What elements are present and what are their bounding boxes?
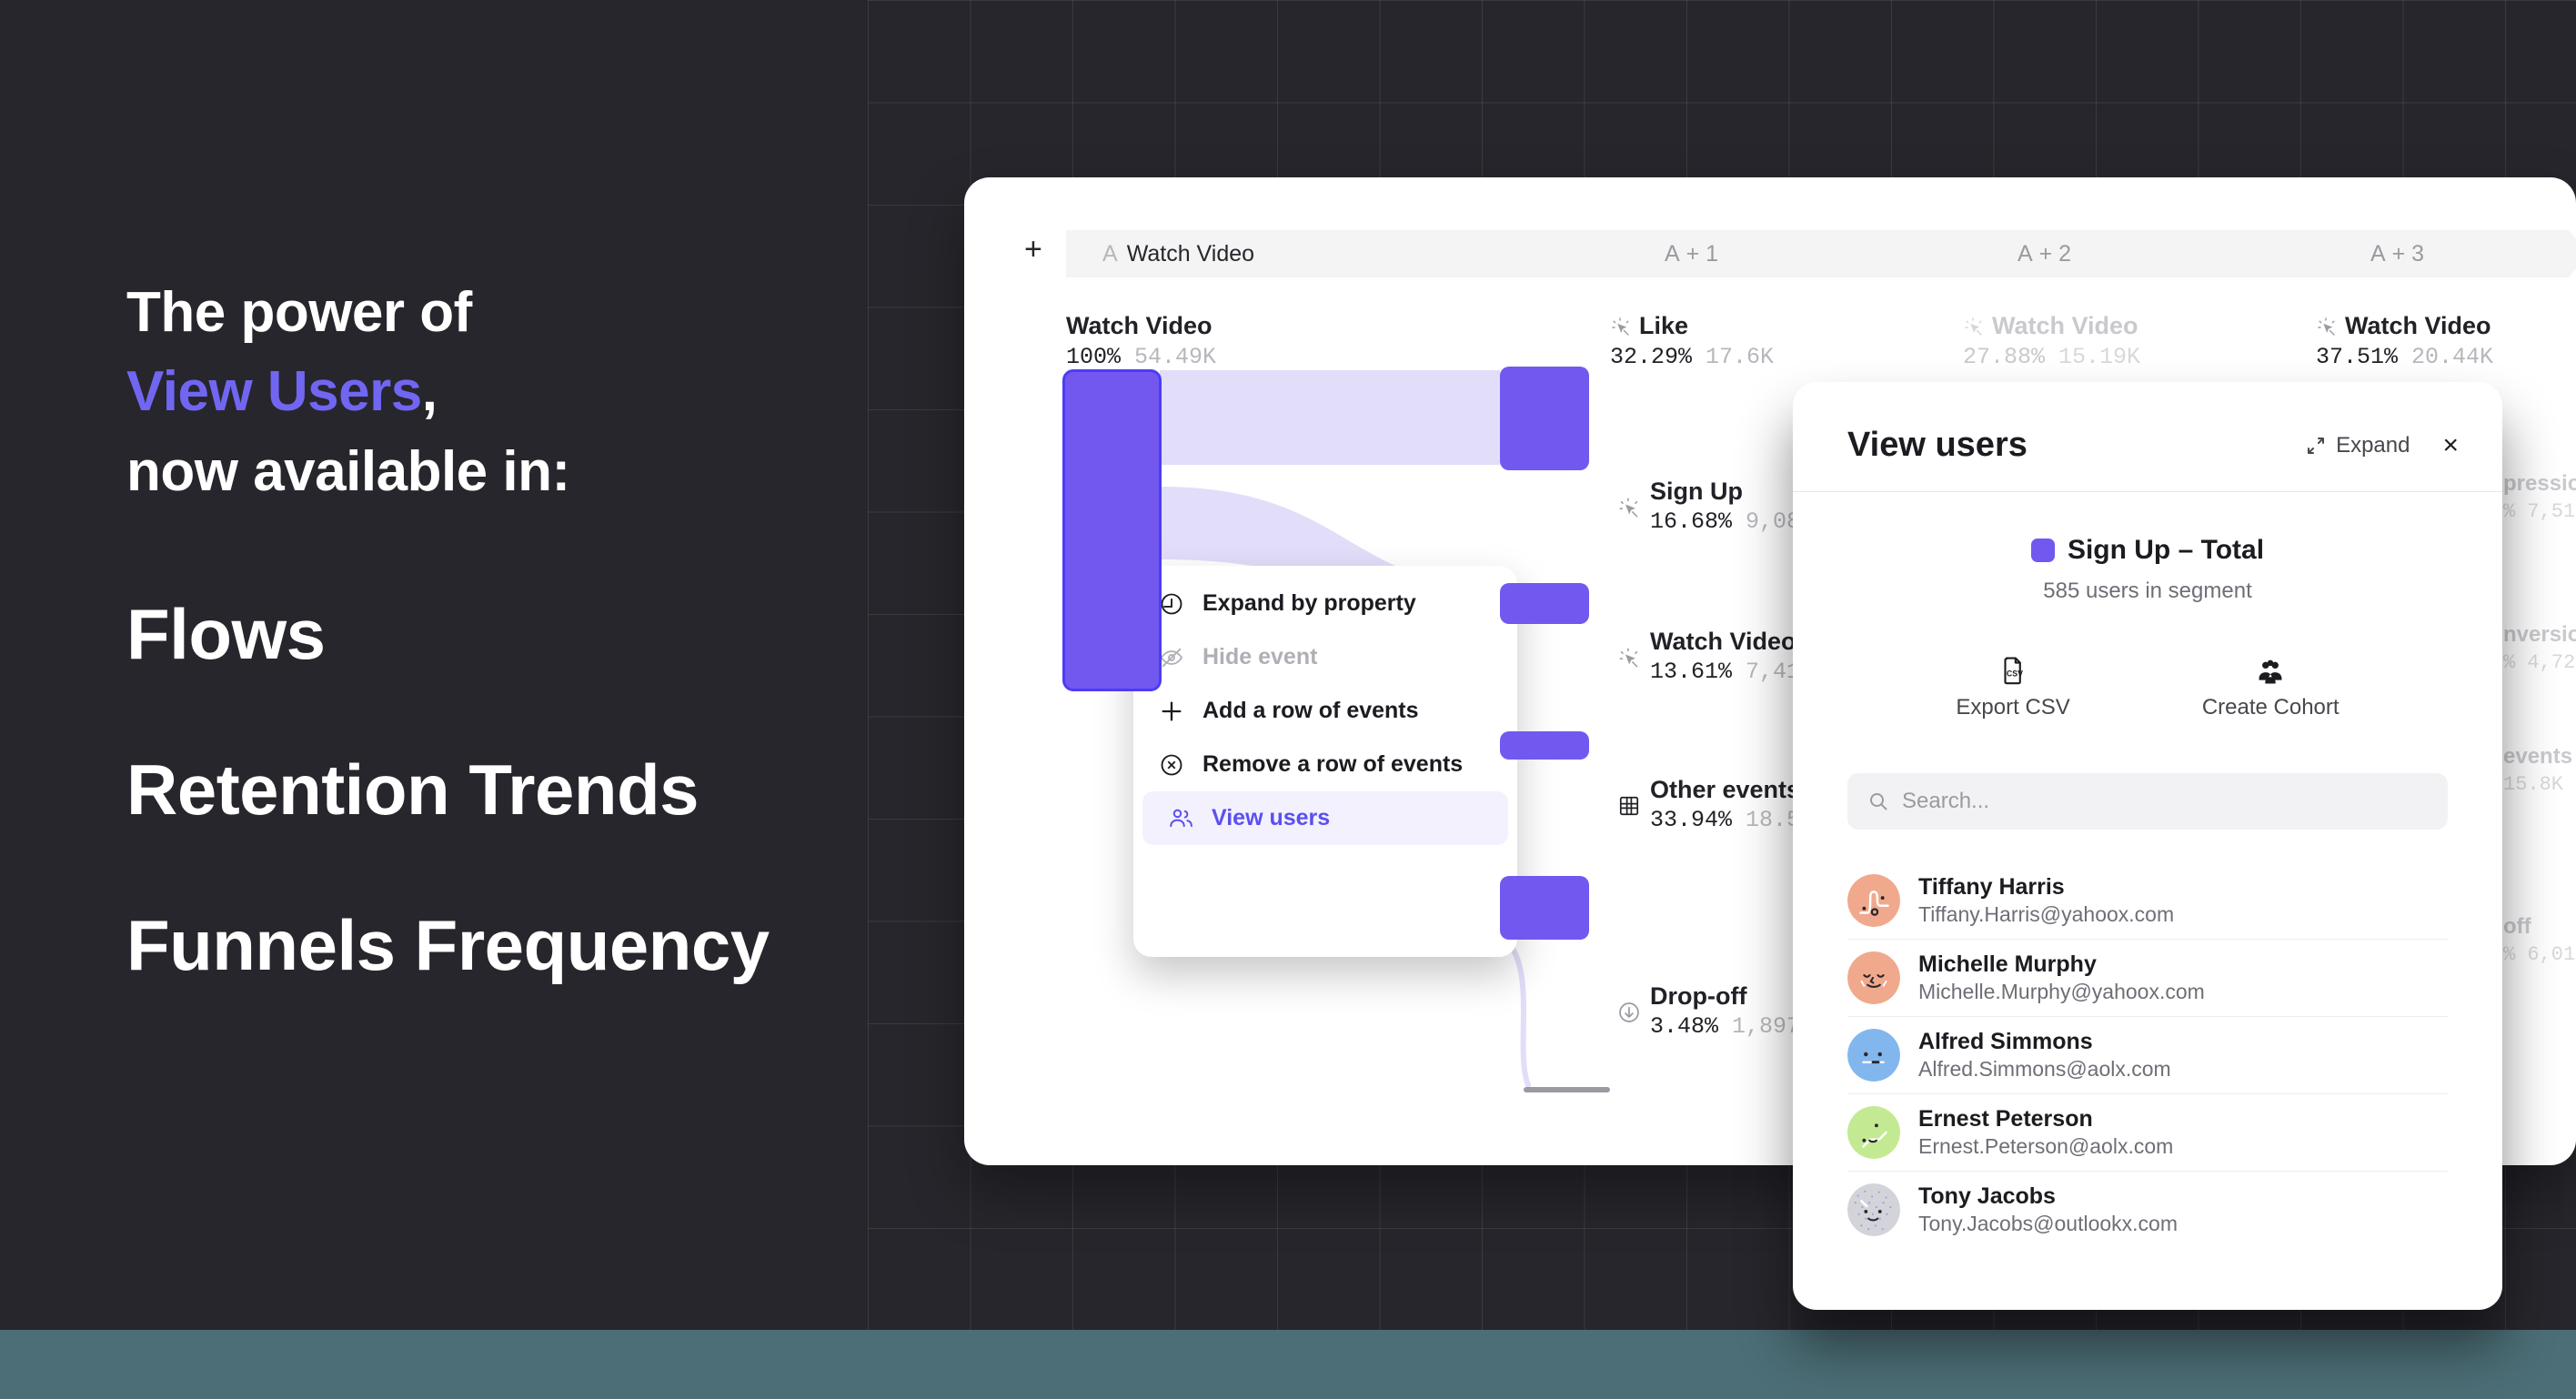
- svg-text:CSV: CSV: [2007, 669, 2023, 678]
